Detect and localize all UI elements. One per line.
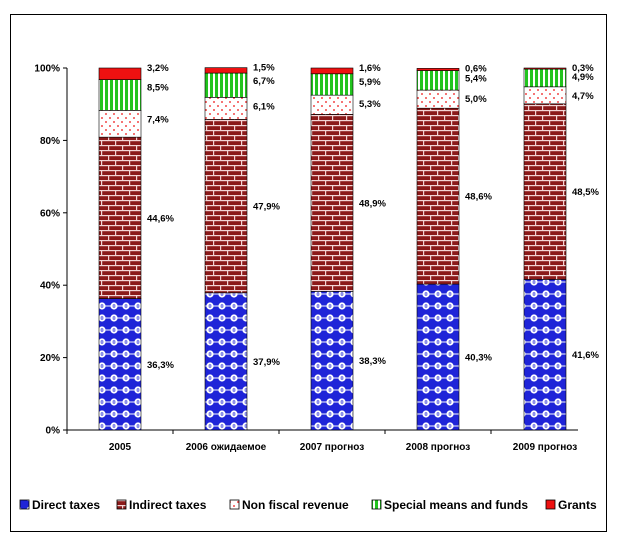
bar-segment-grants	[523, 67, 567, 70]
legend-label: Indirect taxes	[129, 498, 207, 512]
y-tick-label: 0%	[46, 426, 61, 437]
data-label: 40,3%	[465, 353, 492, 364]
bar-segment-direct-taxes	[98, 298, 142, 431]
data-label: 5,3%	[359, 99, 381, 110]
bar-segment-grants	[204, 67, 248, 74]
y-tick-label: 100%	[34, 64, 60, 75]
data-labels: 36,3% 44,6% 7,4% 8,5% 3,2% 37,9% 47,9% 6,1% 6,7%…	[147, 63, 599, 371]
y-tick-label: 80%	[40, 136, 60, 147]
legend: Direct taxes Indirect taxes Non fiscal rev…	[19, 498, 597, 512]
data-label: 6,7%	[253, 76, 275, 87]
data-label: 48,5%	[572, 187, 599, 198]
x-tick-label: 2009 прогноз	[513, 442, 577, 453]
x-tick-label: 2007 прогноз	[300, 442, 364, 453]
data-label: 4,9%	[572, 72, 594, 83]
y-tick-label: 20%	[40, 353, 60, 364]
bar-segment-indirect-taxes	[523, 103, 567, 280]
legend-label: Non fiscal revenue	[242, 498, 349, 512]
legend-label: Grants	[558, 498, 597, 512]
data-label: 5,0%	[465, 94, 487, 105]
bar-segment-special-means-and-funds	[523, 68, 567, 88]
data-label: 5,4%	[465, 74, 487, 85]
bar-segment-special-means-and-funds	[98, 79, 142, 111]
legend-swatch	[19, 499, 30, 510]
y-tick-label: 60%	[40, 208, 60, 219]
chart-frame	[10, 14, 607, 532]
bar-segment-indirect-taxes	[204, 119, 248, 294]
bar-segment-non-fiscal-revenue	[416, 89, 460, 109]
x-tick-label: 2005	[109, 442, 132, 453]
bar-segment-special-means-and-funds	[416, 70, 460, 91]
data-label: 0,6%	[465, 63, 487, 74]
bar-segment-non-fiscal-revenue	[523, 86, 567, 105]
data-label: 0,3%	[572, 63, 594, 74]
axes: 0% 20% 40% 60% 80% 100% 2005 2006 ожидаемое 2007…	[34, 64, 578, 453]
data-label: 36,3%	[147, 360, 174, 371]
bars	[98, 67, 567, 431]
data-label: 37,9%	[253, 357, 280, 368]
bar-segment-non-fiscal-revenue	[98, 110, 142, 138]
data-label: 4,7%	[572, 91, 594, 102]
x-tick-label: 2006 ожидаемое	[186, 442, 267, 453]
bar-segment-special-means-and-funds	[310, 73, 354, 96]
bar-segment-indirect-taxes	[98, 136, 142, 299]
bar-segment-grants	[98, 67, 142, 80]
data-label: 1,5%	[253, 63, 275, 74]
bar-segment-direct-taxes	[310, 291, 354, 431]
data-label: 47,9%	[253, 202, 280, 213]
bar-segment-special-means-and-funds	[204, 72, 248, 98]
bar-segment-direct-taxes	[416, 283, 460, 431]
legend-label: Direct taxes	[32, 498, 100, 512]
legend-swatch	[116, 499, 127, 510]
bar-segment-indirect-taxes	[310, 114, 354, 292]
bar-segment-grants	[416, 68, 460, 71]
data-label: 7,4%	[147, 114, 169, 125]
data-label: 48,9%	[359, 198, 386, 209]
bar-segment-direct-taxes	[523, 279, 567, 431]
data-label: 3,2%	[147, 63, 169, 74]
bar-segment-non-fiscal-revenue	[310, 94, 354, 115]
bar-segment-grants	[310, 67, 354, 75]
data-label: 5,9%	[359, 77, 381, 88]
data-label: 41,6%	[572, 350, 599, 361]
legend-swatch	[229, 499, 240, 510]
data-label: 6,1%	[253, 101, 275, 112]
y-tick-label: 40%	[40, 281, 60, 292]
x-tick-label: 2008 прогноз	[406, 442, 470, 453]
data-label: 38,3%	[359, 356, 386, 367]
data-label: 1,6%	[359, 63, 381, 74]
legend-label: Special means and funds	[384, 498, 528, 512]
data-label: 8,5%	[147, 83, 169, 94]
data-label: 48,6%	[465, 192, 492, 203]
bar-segment-direct-taxes	[204, 292, 248, 431]
bar-segment-indirect-taxes	[416, 107, 460, 285]
data-label: 44,6%	[147, 213, 174, 224]
legend-swatch	[371, 499, 382, 510]
legend-swatch	[545, 499, 556, 510]
bar-segment-non-fiscal-revenue	[204, 97, 248, 120]
